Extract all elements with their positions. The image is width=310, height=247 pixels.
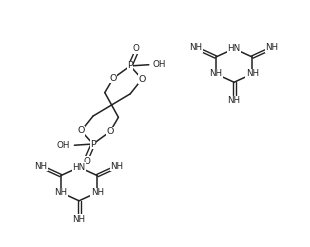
Text: O: O — [138, 75, 146, 83]
Text: NH: NH — [111, 162, 124, 171]
Text: NH: NH — [91, 188, 104, 197]
Text: NH: NH — [266, 43, 279, 52]
Text: NH: NH — [189, 43, 202, 52]
Text: HN: HN — [73, 163, 86, 172]
Text: OH: OH — [57, 141, 70, 150]
Text: O: O — [84, 157, 91, 166]
Text: NH: NH — [209, 69, 222, 78]
Text: NH: NH — [246, 69, 259, 78]
Text: O: O — [78, 126, 85, 135]
Text: O: O — [109, 74, 117, 83]
Text: P: P — [127, 62, 133, 70]
Text: P: P — [90, 140, 96, 148]
Text: NH: NH — [73, 215, 86, 224]
Text: NH: NH — [34, 162, 47, 171]
Text: NH: NH — [54, 188, 67, 197]
Text: OH: OH — [153, 60, 166, 69]
Text: HN: HN — [228, 44, 241, 53]
Text: O: O — [132, 44, 139, 53]
Text: O: O — [106, 127, 114, 136]
Text: NH: NH — [228, 96, 241, 105]
